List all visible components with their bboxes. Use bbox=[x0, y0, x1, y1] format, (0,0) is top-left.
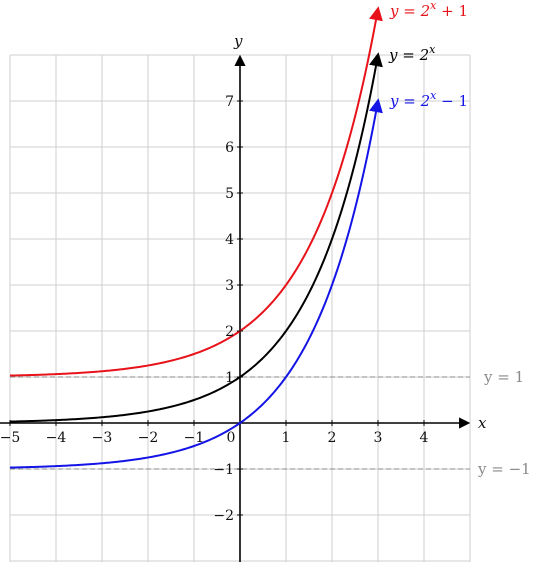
x-tick-label: 0 bbox=[227, 430, 236, 446]
series-label: y = 2x − 1 bbox=[389, 89, 468, 110]
series-line bbox=[9, 52, 383, 423]
y-tick-label: −1 bbox=[213, 462, 234, 478]
y-tick-label: 3 bbox=[225, 278, 234, 294]
labels: x y y = 2x + 1y = 2xy = 2x − 1 bbox=[233, 0, 487, 432]
y-axis-label: y bbox=[233, 32, 243, 50]
curves bbox=[9, 6, 383, 469]
y-tick-label: −2 bbox=[213, 508, 234, 524]
series-label-tail: + 1 bbox=[436, 2, 468, 20]
x-tick-label: −5 bbox=[0, 430, 20, 446]
x-tick-label: −2 bbox=[138, 430, 159, 446]
asymptotes: y = 1 y = −1 bbox=[10, 368, 531, 478]
series-label-tail: − 1 bbox=[436, 92, 468, 110]
x-tick-label: −4 bbox=[46, 430, 67, 446]
y-tick-label: 4 bbox=[225, 232, 234, 248]
y-tick-label: 5 bbox=[225, 186, 234, 202]
series-label-main: y = 2 bbox=[389, 2, 430, 20]
series-label: y = 2x + 1 bbox=[389, 0, 468, 20]
y-tick-label: 1 bbox=[225, 370, 234, 386]
series-line bbox=[9, 6, 383, 377]
x-tick-label: −1 bbox=[184, 430, 205, 446]
series-label-exponent: x bbox=[430, 0, 437, 12]
series-label-main: y = 2 bbox=[389, 92, 430, 110]
asymptote-label: y = −1 bbox=[477, 460, 531, 478]
series-label-exponent: x bbox=[430, 89, 437, 102]
y-tick-label: 2 bbox=[225, 324, 234, 340]
series-label-main: y = 2 bbox=[388, 46, 429, 64]
tick-labels: −5 −4 −3 −2 −1 0 1 2 3 4 −2 −1 1 2 3 4 5 6 7 bbox=[0, 94, 429, 524]
asymptote-label: y = 1 bbox=[483, 368, 524, 386]
series-label: y = 2x bbox=[388, 43, 436, 64]
x-tick-label: 4 bbox=[420, 430, 429, 446]
series-label-exponent: x bbox=[429, 43, 436, 56]
x-tick-label: 1 bbox=[282, 430, 291, 446]
x-tick-label: 3 bbox=[374, 430, 383, 446]
x-tick-label: 2 bbox=[328, 430, 337, 446]
x-tick-label: −3 bbox=[92, 430, 113, 446]
y-tick-label: 7 bbox=[225, 94, 234, 110]
series-line bbox=[9, 98, 383, 469]
x-axis-label: x bbox=[478, 414, 487, 432]
y-tick-label: 6 bbox=[225, 140, 234, 156]
axes bbox=[0, 54, 471, 562]
